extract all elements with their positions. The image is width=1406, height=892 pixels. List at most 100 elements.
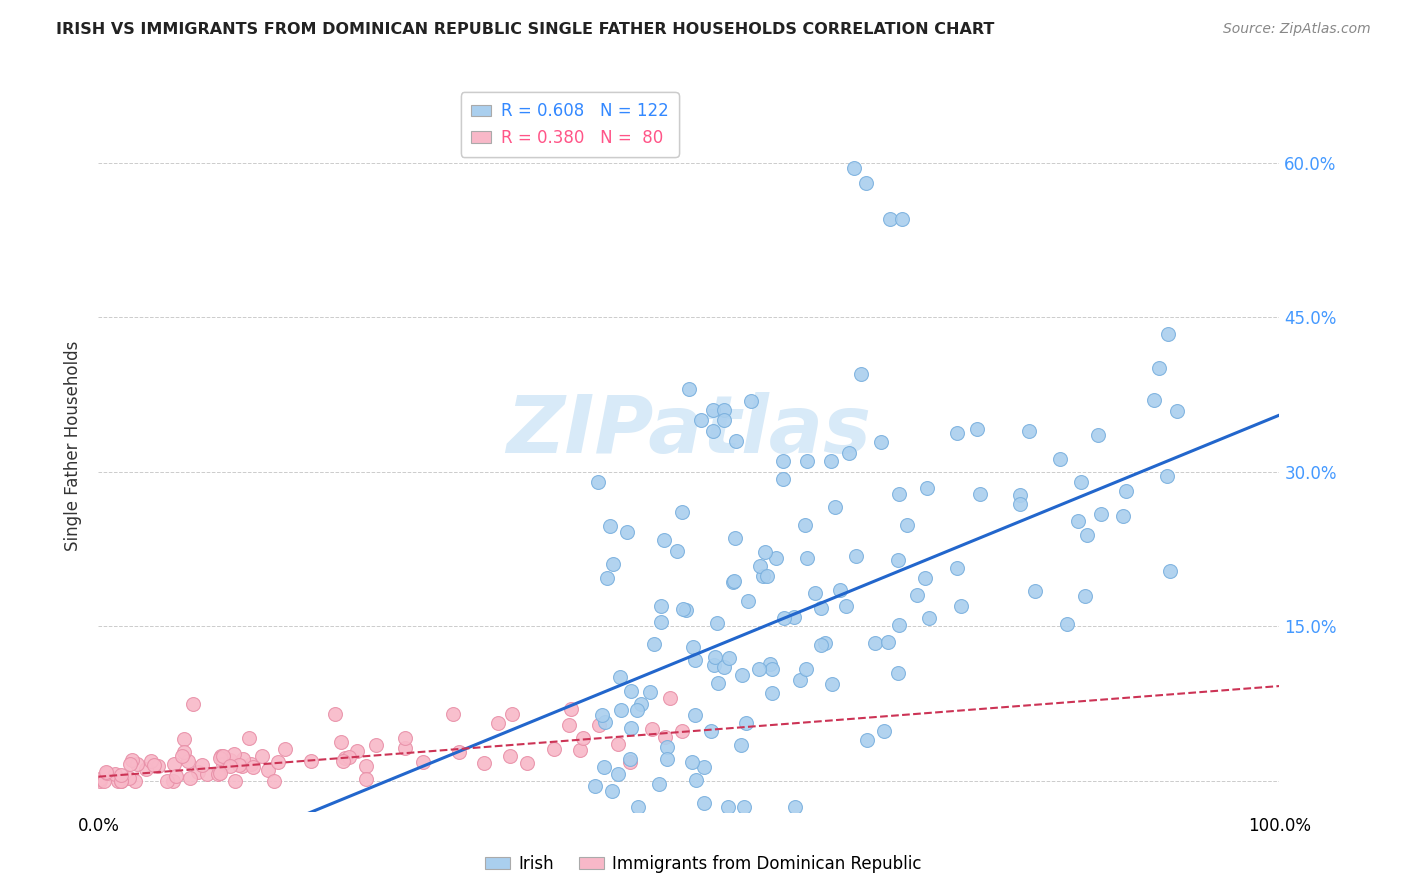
Point <box>599 519 621 533</box>
Point <box>835 599 858 613</box>
Point <box>1115 484 1137 499</box>
Point <box>717 799 740 814</box>
Point <box>641 722 664 736</box>
Point <box>162 773 184 788</box>
Point <box>588 718 610 732</box>
Legend: R = 0.608   N = 122, R = 0.380   N =  80: R = 0.608 N = 122, R = 0.380 N = 80 <box>461 92 679 157</box>
Point <box>93 773 115 788</box>
Point <box>1166 403 1188 417</box>
Point <box>560 702 582 716</box>
Point <box>163 757 186 772</box>
Point <box>905 588 928 602</box>
Point <box>89 773 111 788</box>
Point <box>703 650 725 665</box>
Point <box>1112 508 1135 523</box>
Point <box>1067 514 1090 528</box>
Point <box>110 773 132 788</box>
Point <box>863 635 886 649</box>
Point <box>733 799 755 814</box>
Point <box>748 661 770 675</box>
Point <box>682 640 704 654</box>
Point <box>821 676 844 690</box>
Point <box>354 759 377 773</box>
Point <box>1090 508 1112 522</box>
Point <box>851 367 873 381</box>
Point <box>794 517 817 532</box>
Point <box>224 747 246 761</box>
Point <box>197 766 219 780</box>
Point <box>620 721 643 735</box>
Point <box>672 602 695 616</box>
Point <box>602 557 624 571</box>
Point <box>765 550 787 565</box>
Point <box>1024 583 1046 598</box>
Point <box>666 544 689 558</box>
Point <box>796 454 818 468</box>
Point <box>332 754 354 768</box>
Point <box>610 703 633 717</box>
Point <box>499 748 522 763</box>
Point <box>364 738 387 752</box>
Point <box>96 765 118 780</box>
Point <box>1159 564 1181 578</box>
Point <box>630 698 652 712</box>
Point <box>699 724 721 739</box>
Point <box>118 756 141 771</box>
Point <box>844 161 866 175</box>
Point <box>394 731 416 746</box>
Point <box>794 663 817 677</box>
Point <box>914 571 936 585</box>
Point <box>748 559 770 574</box>
Point <box>678 382 700 396</box>
Point <box>121 753 143 767</box>
Point <box>713 403 735 417</box>
Point <box>257 764 280 778</box>
Point <box>685 773 707 788</box>
Point <box>803 586 825 600</box>
Point <box>394 741 416 756</box>
Point <box>89 772 111 786</box>
Point <box>887 665 910 680</box>
Point <box>713 660 735 674</box>
Point <box>945 560 967 574</box>
Point <box>717 651 740 665</box>
Point <box>879 212 901 227</box>
Point <box>591 708 613 723</box>
Point <box>104 767 127 781</box>
Point <box>855 176 877 190</box>
Point <box>156 773 179 788</box>
Point <box>607 737 630 751</box>
Point <box>583 779 606 793</box>
Point <box>602 784 624 798</box>
Point <box>789 673 811 688</box>
Point <box>593 715 616 730</box>
Point <box>173 732 195 747</box>
Point <box>754 544 776 558</box>
Point <box>725 434 748 448</box>
Point <box>238 731 260 745</box>
Point <box>620 684 643 698</box>
Point <box>447 745 470 759</box>
Point <box>810 638 832 652</box>
Point <box>755 569 778 583</box>
Point <box>796 551 818 566</box>
Point <box>675 603 697 617</box>
Point <box>737 593 759 607</box>
Point <box>950 599 973 614</box>
Point <box>263 773 285 788</box>
Point <box>713 413 735 427</box>
Point <box>785 799 807 814</box>
Point <box>813 635 835 649</box>
Point <box>139 754 162 768</box>
Point <box>107 773 129 788</box>
Point <box>830 583 852 598</box>
Point <box>619 752 641 766</box>
Point <box>333 751 356 765</box>
Point <box>783 610 806 624</box>
Point <box>412 756 434 770</box>
Point <box>692 796 714 810</box>
Point <box>969 486 991 500</box>
Point <box>652 533 675 548</box>
Point <box>441 706 464 721</box>
Point <box>873 724 896 739</box>
